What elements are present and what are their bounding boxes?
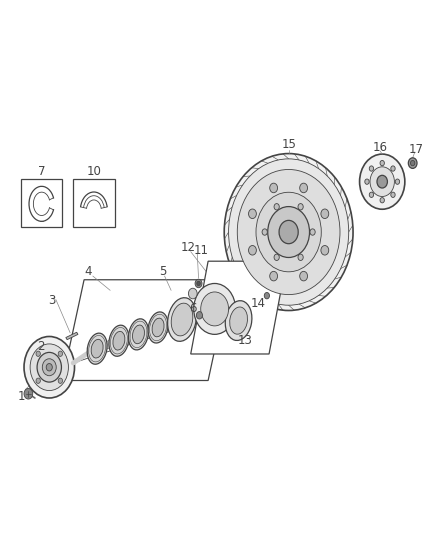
Circle shape xyxy=(274,254,279,261)
Circle shape xyxy=(188,288,197,299)
Text: 17: 17 xyxy=(408,143,423,156)
Ellipse shape xyxy=(128,319,148,350)
Text: 10: 10 xyxy=(87,165,102,177)
Circle shape xyxy=(298,204,303,210)
Circle shape xyxy=(300,183,307,193)
Circle shape xyxy=(369,192,374,197)
Ellipse shape xyxy=(168,298,196,341)
Circle shape xyxy=(369,166,374,171)
Text: 5: 5 xyxy=(159,265,166,278)
Circle shape xyxy=(270,271,278,281)
Circle shape xyxy=(30,344,68,391)
Circle shape xyxy=(377,175,388,188)
Circle shape xyxy=(300,271,307,281)
Ellipse shape xyxy=(109,325,129,356)
Circle shape xyxy=(380,160,385,166)
Circle shape xyxy=(36,378,40,383)
Text: 12: 12 xyxy=(181,241,196,254)
Circle shape xyxy=(321,246,329,255)
Circle shape xyxy=(391,166,395,171)
Ellipse shape xyxy=(152,318,164,337)
Text: 3: 3 xyxy=(48,294,55,308)
Circle shape xyxy=(256,192,321,272)
Text: 2: 2 xyxy=(37,340,44,352)
Circle shape xyxy=(232,319,241,329)
Circle shape xyxy=(274,204,279,210)
Circle shape xyxy=(42,359,56,376)
Circle shape xyxy=(279,220,298,244)
Circle shape xyxy=(229,159,349,305)
Circle shape xyxy=(194,284,236,334)
Circle shape xyxy=(196,312,202,319)
Circle shape xyxy=(321,209,329,219)
Polygon shape xyxy=(66,332,78,340)
Circle shape xyxy=(262,229,267,235)
Circle shape xyxy=(310,229,315,235)
Ellipse shape xyxy=(230,307,247,334)
Polygon shape xyxy=(191,261,286,354)
Circle shape xyxy=(24,389,33,399)
Ellipse shape xyxy=(91,340,103,358)
Circle shape xyxy=(195,279,202,288)
Circle shape xyxy=(360,154,405,209)
Circle shape xyxy=(248,246,256,255)
Circle shape xyxy=(395,179,399,184)
Circle shape xyxy=(201,292,229,326)
Circle shape xyxy=(37,352,61,382)
Circle shape xyxy=(58,351,63,357)
Circle shape xyxy=(380,198,385,203)
Circle shape xyxy=(36,351,40,357)
Circle shape xyxy=(237,169,340,295)
Ellipse shape xyxy=(87,333,107,364)
Circle shape xyxy=(270,183,278,193)
Circle shape xyxy=(264,293,269,299)
Circle shape xyxy=(24,336,74,398)
Bar xyxy=(21,179,62,227)
Circle shape xyxy=(248,209,256,219)
Circle shape xyxy=(224,154,353,311)
Ellipse shape xyxy=(225,301,252,341)
Text: 11: 11 xyxy=(193,244,208,257)
Circle shape xyxy=(365,179,369,184)
Polygon shape xyxy=(62,280,230,381)
Text: 7: 7 xyxy=(38,165,46,177)
Circle shape xyxy=(268,207,310,257)
Ellipse shape xyxy=(113,332,125,350)
Text: 1: 1 xyxy=(17,390,25,403)
Ellipse shape xyxy=(133,325,145,344)
Circle shape xyxy=(46,364,52,371)
Circle shape xyxy=(197,281,200,286)
Text: 16: 16 xyxy=(373,141,388,154)
Bar xyxy=(73,179,115,227)
Ellipse shape xyxy=(148,312,168,343)
Text: 15: 15 xyxy=(281,138,296,151)
Circle shape xyxy=(298,254,303,261)
Text: 6: 6 xyxy=(189,302,197,316)
Text: 14: 14 xyxy=(251,297,266,310)
Circle shape xyxy=(408,158,417,168)
Text: 13: 13 xyxy=(238,334,253,347)
Circle shape xyxy=(370,167,394,197)
Circle shape xyxy=(410,160,415,166)
Circle shape xyxy=(58,378,63,383)
Ellipse shape xyxy=(171,303,193,336)
Circle shape xyxy=(391,192,395,197)
Text: 4: 4 xyxy=(85,265,92,278)
